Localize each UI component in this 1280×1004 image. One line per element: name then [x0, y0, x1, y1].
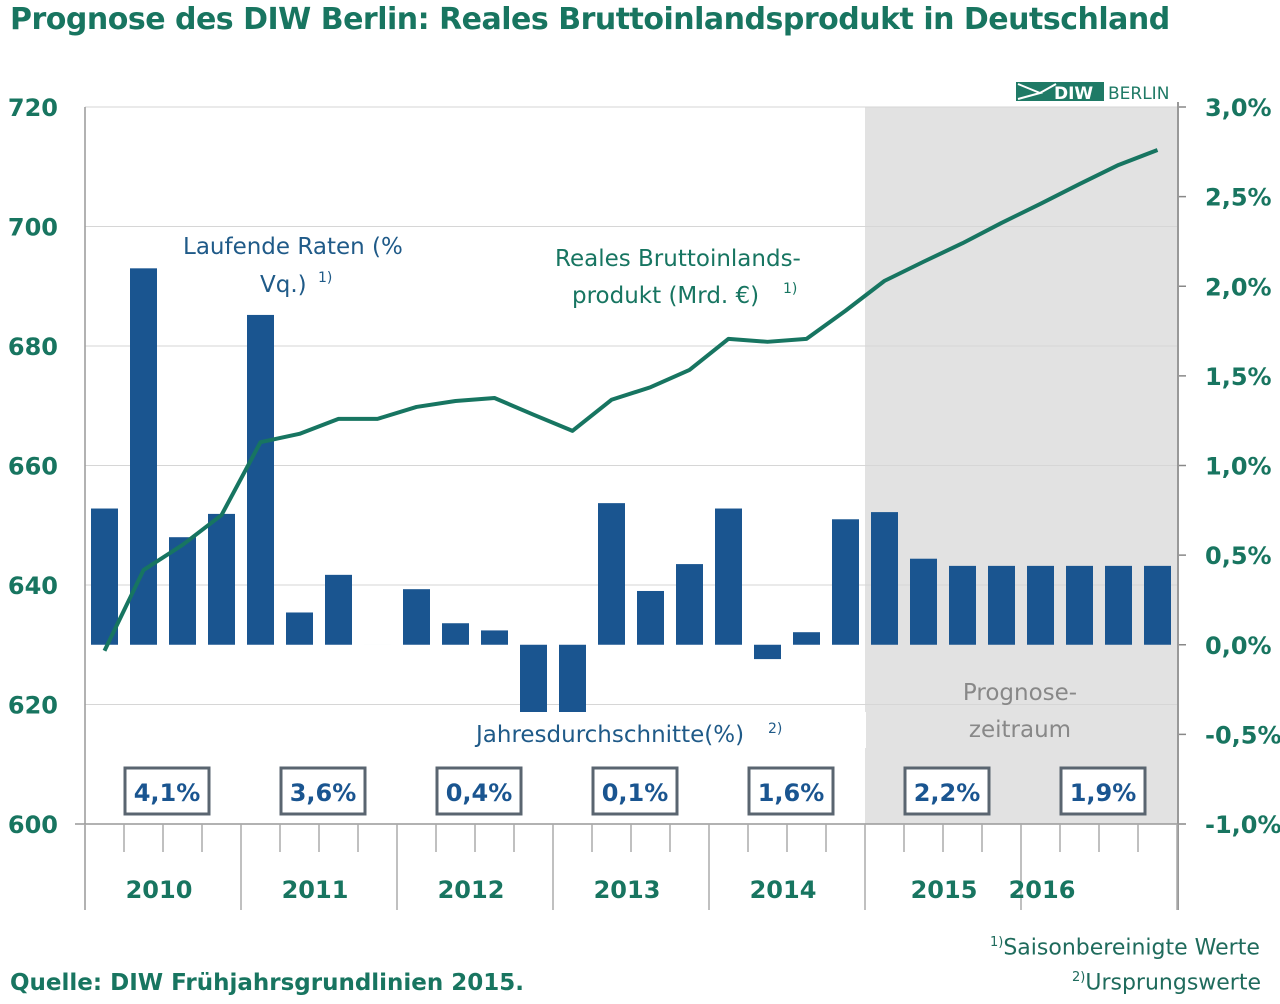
year-label: 2012 — [438, 876, 505, 904]
bar-quarter-5 — [286, 612, 313, 645]
left-axis-tick-label: 600 — [8, 811, 58, 839]
bar-quarter-20 — [871, 512, 898, 645]
left-axis-tick-label: 620 — [8, 692, 58, 720]
annual-average-value: 1,6% — [758, 779, 825, 807]
left-axis-tick-label: 680 — [8, 333, 58, 361]
bar-quarter-2 — [169, 537, 196, 645]
annual-average-value: 4,1% — [134, 779, 201, 807]
footnote-2-mark: 2) — [1072, 970, 1086, 985]
bar-quarter-13 — [598, 503, 625, 645]
annual-average-value: 0,4% — [446, 779, 513, 807]
left-axis-tick-label: 720 — [8, 94, 58, 122]
right-axis-tick-label: 2,0% — [1205, 273, 1272, 301]
bar-quarter-25 — [1066, 565, 1093, 645]
year-label: 2016 — [1009, 876, 1076, 904]
gdp-line — [102, 148, 1159, 652]
line-label-line2: produkt (Mrd. €) — [572, 283, 759, 309]
right-axis-tick-label: 2,5% — [1205, 184, 1272, 212]
source-note: Quelle: DIW Frühjahrsgrundlinien 2015. — [10, 970, 525, 996]
forecast-label-line1: Prognose- — [963, 680, 1077, 706]
bar-quarter-14 — [637, 590, 664, 645]
logo-mark-icon — [1017, 83, 1057, 100]
logo-text-left: DIW — [1054, 84, 1093, 104]
left-axis-tick-label: 700 — [8, 214, 58, 242]
bar-quarter-11 — [520, 644, 547, 715]
annual-label-bg — [470, 712, 866, 748]
bar-quarter-19 — [832, 519, 859, 645]
line-label-line1: Reales Bruttoinlands- — [555, 246, 801, 272]
footnote-1: 1)Saisonbereinigte Werte — [990, 935, 1260, 960]
line-label-sup: 1) — [783, 281, 797, 297]
annual-average-value: 3,6% — [290, 779, 357, 807]
year-label: 2011 — [282, 876, 349, 904]
logo-block — [1016, 82, 1104, 101]
annual-average-box — [747, 766, 835, 816]
bar-quarter-6 — [325, 574, 352, 645]
annual-average-box — [1059, 766, 1147, 816]
footnote-1-mark: 1) — [990, 935, 1004, 950]
bars-label-sup: 1) — [318, 270, 332, 286]
chart-title: Prognose des DIW Berlin: Reales Bruttoin… — [10, 2, 1170, 37]
annual-average-value: 2,2% — [914, 779, 981, 807]
annual-label-sup: 2) — [768, 721, 782, 737]
annual-average-box — [903, 766, 991, 816]
annual-average-box — [435, 766, 523, 816]
right-axis-tick-label: 0,5% — [1205, 542, 1272, 570]
left-axis-tick-label: 640 — [8, 572, 58, 600]
bars-label-line1: Laufende Raten (% — [183, 234, 403, 260]
right-axis-tick-label: -0,5% — [1205, 721, 1280, 749]
bar-quarter-27 — [1144, 565, 1171, 645]
annual-average-box — [123, 766, 211, 816]
bar-quarter-18 — [793, 632, 820, 645]
bar-quarter-26 — [1105, 565, 1132, 645]
bar-quarter-3 — [208, 513, 235, 645]
bar-quarter-4 — [247, 314, 274, 645]
bar-quarter-12 — [559, 644, 586, 715]
annual-average-box — [279, 766, 367, 816]
bar-quarter-10 — [481, 630, 508, 645]
year-label: 2010 — [126, 876, 193, 904]
annual-label: Jahresdurchschnitte(%) — [474, 722, 744, 748]
forecast-label-line2: zeitraum — [969, 717, 1071, 743]
bar-quarter-16 — [715, 508, 742, 645]
year-label: 2013 — [594, 876, 661, 904]
annual-average-value: 0,1% — [602, 779, 669, 807]
bar-quarter-0 — [91, 508, 118, 645]
right-axis-tick-label: -1,0% — [1205, 811, 1280, 839]
year-label: 2014 — [750, 876, 817, 904]
bar-quarter-9 — [442, 623, 469, 645]
annual-average-value: 1,9% — [1070, 779, 1137, 807]
year-label: 2015 — [911, 876, 978, 904]
logo-text-right: BERLIN — [1108, 84, 1169, 104]
bar-quarter-22 — [949, 565, 976, 645]
footnote-1-text: Saisonbereinigte Werte — [1003, 935, 1260, 961]
bar-quarter-8 — [403, 589, 430, 645]
right-axis-tick-label: 0,0% — [1205, 632, 1272, 660]
footnote-2-text: Ursprungswerte — [1085, 970, 1262, 996]
bars-label-line2: Vq.) — [260, 272, 307, 298]
right-axis-tick-label: 1,0% — [1205, 453, 1272, 481]
bar-quarter-17 — [754, 644, 781, 660]
bar-quarter-24 — [1027, 565, 1054, 645]
annual-average-box — [591, 766, 679, 816]
bar-quarter-23 — [988, 565, 1015, 645]
left-axis-tick-label: 660 — [8, 453, 58, 481]
bar-quarter-1 — [130, 268, 157, 645]
right-axis-tick-label: 3,0% — [1205, 94, 1272, 122]
bar-quarter-15 — [676, 564, 703, 645]
right-axis-tick-label: 1,5% — [1205, 363, 1272, 391]
footnote-2: 2)Ursprungswerte — [1072, 970, 1261, 995]
bar-quarter-21 — [910, 558, 937, 645]
